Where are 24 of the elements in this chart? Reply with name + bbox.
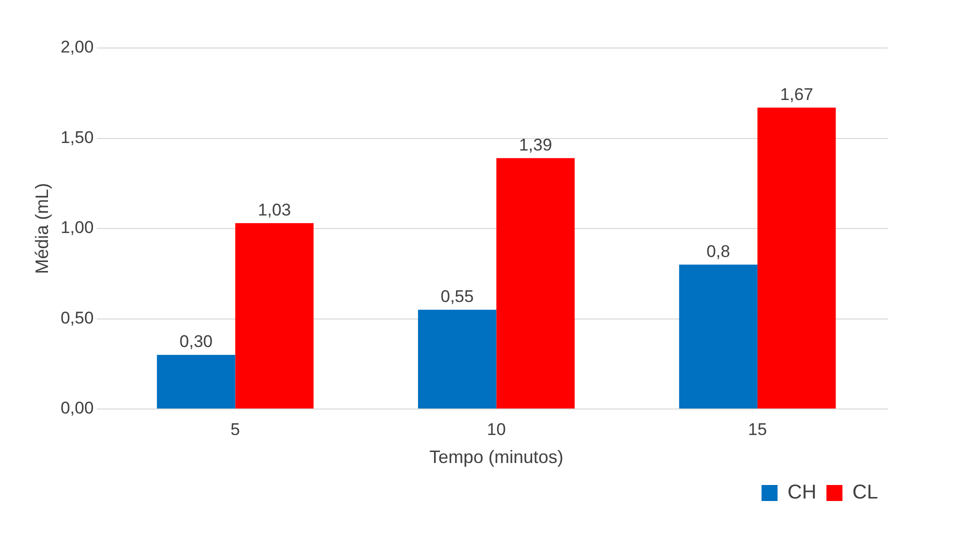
- y-tick-label: 1,00: [60, 218, 94, 238]
- y-tick-label: 0,00: [60, 398, 94, 418]
- legend-label: CH: [788, 482, 816, 504]
- data-label: 1,39: [518, 135, 552, 154]
- data-label: 0,8: [706, 242, 730, 261]
- bar: [679, 264, 758, 408]
- x-tick-label: 10: [486, 420, 506, 439]
- y-tick-label: 2,00: [60, 38, 94, 57]
- bar: [496, 158, 575, 408]
- y-tick-label: 0,50: [60, 308, 94, 328]
- data-label: 0,55: [440, 286, 474, 306]
- data-label: 1,67: [780, 84, 814, 104]
- data-label: 0,30: [180, 332, 213, 352]
- bar: [235, 223, 314, 408]
- x-axis-title: Tempo (minutos): [429, 447, 564, 468]
- x-tick-label: 15: [748, 420, 767, 439]
- legend-label: CL: [852, 482, 878, 504]
- data-label: 1,03: [258, 200, 291, 220]
- y-axis-title: Média (mL): [32, 182, 52, 274]
- x-tick-label: 5: [230, 420, 240, 439]
- y-tick-label: 1,50: [60, 128, 94, 147]
- bar: [156, 354, 236, 408]
- bar: [418, 310, 496, 408]
- bar: [757, 108, 836, 408]
